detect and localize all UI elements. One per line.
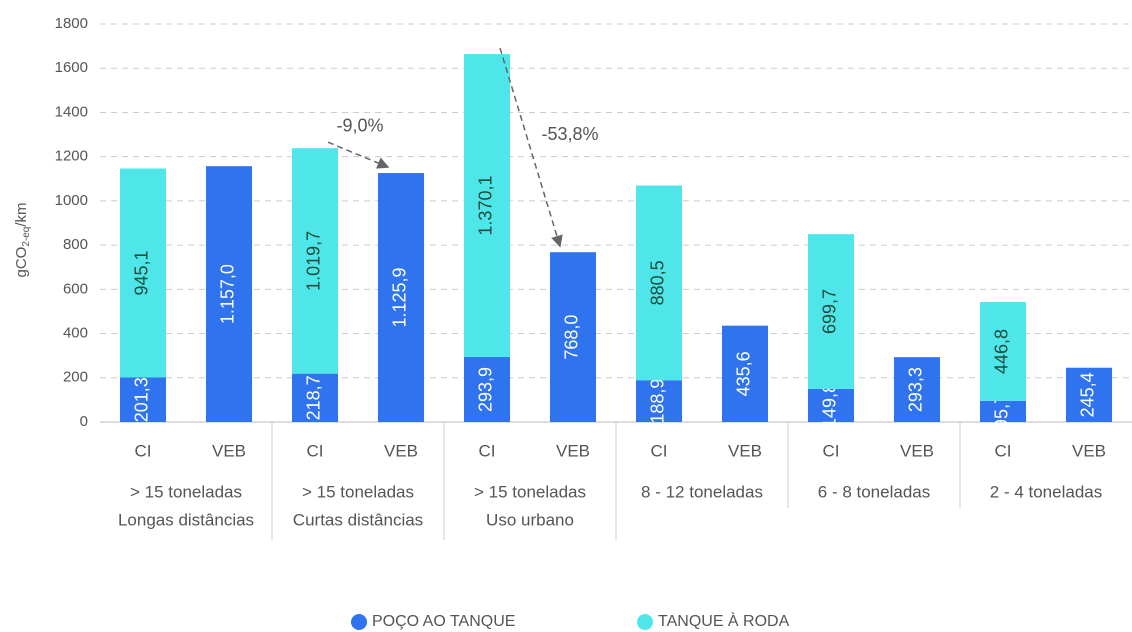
x-tick-label: CI — [307, 441, 324, 460]
bar-segment — [1066, 367, 1112, 422]
group-label: 2 - 4 toneladas — [990, 482, 1102, 501]
value-label: 699,7 — [820, 289, 840, 334]
value-label: 95,7 — [992, 394, 1012, 429]
bar-segment — [464, 357, 510, 422]
bar-segment — [464, 54, 510, 358]
annotation-arrow — [327, 141, 390, 169]
y-tick-label: 1400 — [55, 103, 88, 120]
x-tick-label: VEB — [728, 441, 762, 460]
bar-segment — [120, 377, 166, 422]
group-label: Longas distâncias — [118, 510, 254, 529]
value-label: 1.370,1 — [476, 176, 496, 236]
value-label: 1.019,7 — [304, 231, 324, 291]
value-label: 293,3 — [906, 367, 926, 412]
annotation: -9,0% — [336, 115, 383, 135]
bar-segment — [292, 148, 338, 374]
value-label: 1.157,0 — [218, 264, 238, 324]
value-label: 293,9 — [476, 367, 496, 412]
group-label: > 15 toneladas — [302, 482, 414, 501]
bar-segment — [636, 380, 682, 422]
x-tick-label: CI — [651, 441, 668, 460]
bar-segment — [292, 373, 338, 422]
legend-swatch — [351, 614, 367, 630]
bar-segment — [808, 388, 854, 422]
bar-segment — [894, 357, 940, 422]
value-label: 245,4 — [1078, 372, 1098, 417]
x-tick-label: VEB — [556, 441, 590, 460]
bar-segment — [378, 173, 424, 422]
x-tick-label: VEB — [1072, 441, 1106, 460]
group-label: 8 - 12 toneladas — [641, 482, 763, 501]
legend-label: TANQUE À RODA — [658, 611, 790, 630]
value-label: 435,6 — [734, 351, 754, 396]
bar-segment — [206, 166, 252, 422]
annotation: -53,8% — [541, 124, 598, 144]
y-tick-label: 400 — [63, 325, 88, 342]
y-axis-label: gCO2-eq/km — [13, 202, 32, 277]
y-tick-label: 1200 — [55, 148, 88, 165]
value-label: 880,5 — [648, 260, 668, 305]
value-label: 768,0 — [562, 315, 582, 360]
group-label: > 15 toneladas — [130, 482, 242, 501]
y-label-prefix: gCO — [13, 247, 30, 278]
x-tick-label: CI — [479, 441, 496, 460]
bar-segment — [980, 400, 1026, 422]
bar-segment — [636, 185, 682, 381]
legend-swatch — [637, 614, 653, 630]
y-label-suffix: /km — [13, 202, 30, 226]
bar-segment — [120, 168, 166, 378]
x-tick-label: VEB — [384, 441, 418, 460]
group-label: Uso urbano — [486, 510, 574, 529]
value-label: 149,8 — [820, 383, 840, 428]
value-label: 201,3 — [132, 377, 152, 422]
value-label: 446,8 — [992, 329, 1012, 374]
bar-segment — [808, 234, 854, 389]
group-label: > 15 toneladas — [474, 482, 586, 501]
annotation-arrow — [499, 47, 563, 248]
value-label: 188,9 — [648, 379, 668, 424]
y-tick-label: 0 — [80, 413, 88, 430]
x-tick-label: CI — [823, 441, 840, 460]
value-label: 945,1 — [132, 250, 152, 295]
x-tick-label: CI — [995, 441, 1012, 460]
y-label-subscript: 2-eq — [21, 227, 32, 247]
x-tick-label: VEB — [212, 441, 246, 460]
legend-label: POÇO AO TANQUE — [372, 613, 515, 630]
bar-segment — [980, 302, 1026, 401]
group-label: Curtas distâncias — [293, 510, 423, 529]
group-label: 6 - 8 toneladas — [818, 482, 930, 501]
y-tick-label: 1800 — [55, 15, 88, 32]
y-tick-label: 600 — [63, 280, 88, 297]
y-tick-label: 1000 — [55, 192, 88, 209]
value-label: 1.125,9 — [390, 267, 410, 327]
value-label: 218,7 — [304, 375, 324, 420]
bar-segment — [722, 325, 768, 422]
y-tick-label: 1600 — [55, 59, 88, 76]
y-tick-label: 800 — [63, 236, 88, 253]
x-tick-label: VEB — [900, 441, 934, 460]
bar-segment — [550, 252, 596, 422]
y-tick-label: 200 — [63, 369, 88, 386]
x-tick-label: CI — [135, 441, 152, 460]
